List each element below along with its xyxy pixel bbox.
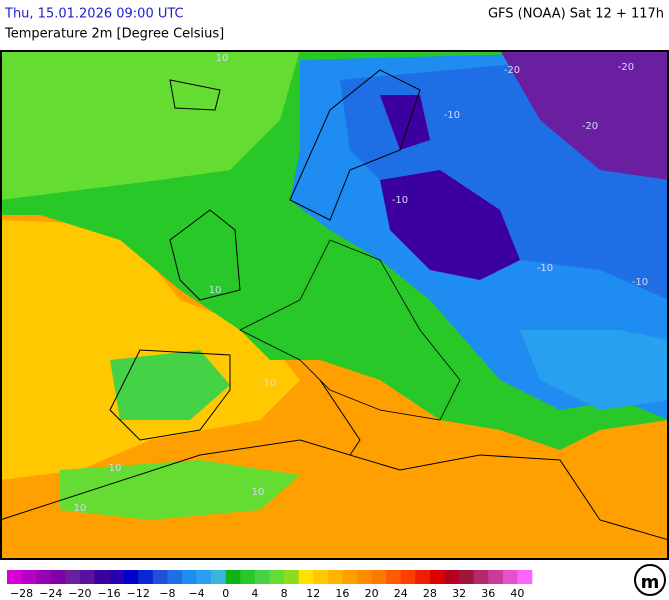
legend-swatch bbox=[444, 570, 460, 584]
contour-label: 10 bbox=[264, 378, 277, 389]
contour-label: 10 bbox=[74, 503, 87, 514]
legend-label: 0 bbox=[222, 587, 229, 600]
legend-swatch bbox=[79, 570, 95, 584]
legend-swatch bbox=[225, 570, 241, 584]
legend-swatch bbox=[65, 570, 81, 584]
legend-label: −12 bbox=[127, 587, 150, 600]
legend-swatch bbox=[182, 570, 197, 584]
legend-swatch bbox=[254, 570, 270, 584]
legend-label: −16 bbox=[97, 587, 120, 600]
legend-swatch bbox=[473, 570, 489, 584]
legend-swatch bbox=[429, 570, 445, 584]
legend-swatch bbox=[21, 570, 37, 584]
contour-label: 10 bbox=[216, 53, 229, 64]
legend-swatch bbox=[415, 570, 431, 584]
legend-swatch bbox=[313, 570, 329, 584]
legend-label: 32 bbox=[452, 587, 466, 600]
contour-label: -10 bbox=[632, 277, 648, 288]
legend-swatch bbox=[152, 570, 168, 584]
contour-label: -20 bbox=[618, 62, 634, 73]
legend-label: −8 bbox=[159, 587, 175, 600]
legend-swatch bbox=[7, 570, 22, 584]
legend-swatch bbox=[517, 570, 533, 584]
legend-label: 40 bbox=[510, 587, 524, 600]
contour-label: -20 bbox=[504, 65, 520, 76]
legend-label: 20 bbox=[365, 587, 379, 600]
legend-swatch bbox=[284, 570, 299, 584]
legend-label: 12 bbox=[306, 587, 320, 600]
model-run: GFS (NOAA) Sat 12 + 117h bbox=[488, 7, 664, 22]
legend-swatch bbox=[211, 570, 227, 584]
legend-swatch bbox=[459, 570, 474, 584]
legend-label: −20 bbox=[68, 587, 91, 600]
legend-label: −4 bbox=[188, 587, 204, 600]
svg-text:m: m bbox=[641, 572, 660, 593]
legend-swatch bbox=[167, 570, 183, 584]
legend-swatch bbox=[196, 570, 212, 584]
legend-label: 36 bbox=[481, 587, 495, 600]
legend-swatch bbox=[109, 570, 124, 584]
legend-swatch bbox=[123, 570, 139, 584]
legend-label: −28 bbox=[10, 587, 33, 600]
legend-swatch bbox=[94, 570, 110, 584]
legend-label: 4 bbox=[251, 587, 258, 600]
valid-time: Thu, 15.01.2026 09:00 UTC bbox=[4, 7, 184, 22]
legend-swatch bbox=[386, 570, 402, 584]
contour-label: -10 bbox=[444, 110, 460, 121]
legend-swatch bbox=[240, 570, 256, 584]
legend-label: 24 bbox=[394, 587, 408, 600]
legend-swatch bbox=[488, 570, 504, 584]
contour-label: 10 bbox=[109, 463, 122, 474]
legend-swatch bbox=[357, 570, 372, 584]
contour-label: 10 bbox=[209, 285, 222, 296]
contour-label: -10 bbox=[537, 263, 553, 274]
legend-swatch bbox=[342, 570, 358, 584]
legend-swatch bbox=[400, 570, 416, 584]
legend-swatch bbox=[371, 570, 387, 584]
contour-label: -20 bbox=[582, 121, 598, 132]
temperature-field bbox=[1, 51, 668, 559]
parameter: Temperature 2m [Degree Celsius] bbox=[4, 27, 224, 42]
logo: m bbox=[634, 564, 666, 596]
legend-swatch bbox=[50, 570, 66, 584]
map-frame bbox=[0, 50, 669, 560]
legend-swatch bbox=[502, 570, 518, 584]
legend-swatch bbox=[327, 570, 343, 584]
contour-label: 10 bbox=[252, 487, 265, 498]
legend-label: 28 bbox=[423, 587, 437, 600]
legend-swatch bbox=[269, 570, 285, 584]
legend-swatch bbox=[138, 570, 154, 584]
legend-label: 16 bbox=[335, 587, 349, 600]
legend-label: 8 bbox=[281, 587, 288, 600]
legend-swatch bbox=[36, 570, 52, 584]
contour-label: -10 bbox=[392, 195, 408, 206]
legend-label: −24 bbox=[39, 587, 62, 600]
legend-swatch bbox=[298, 570, 314, 584]
